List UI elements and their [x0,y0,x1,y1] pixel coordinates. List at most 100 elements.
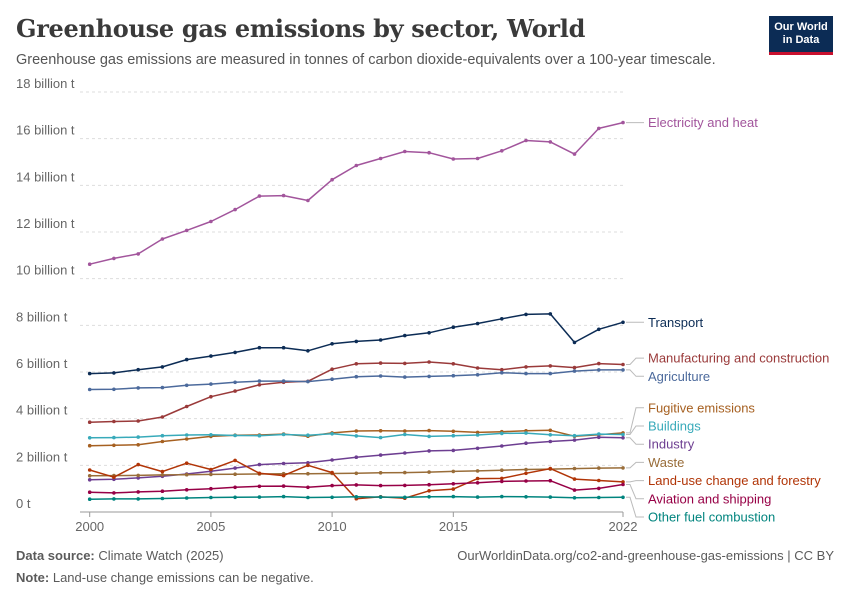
data-point [160,473,165,477]
data-point [378,338,383,342]
data-point [184,404,189,409]
data-point [475,469,480,473]
data-point [475,156,480,161]
series-fugitive-emissions [87,428,625,448]
data-point [184,228,189,233]
data-point [209,486,213,491]
data-point [451,469,456,474]
x-tick-label: 2000 [75,519,104,534]
data-point [427,360,431,364]
data-point [378,374,383,378]
data-point [330,342,334,346]
data-point [257,194,262,198]
data-point [112,419,116,424]
data-point [524,138,528,143]
series-transport [87,312,625,376]
data-point [378,471,383,475]
series-electricity-and-heat [87,120,625,267]
data-point [597,478,601,483]
data-point [427,495,431,499]
data-point [257,484,262,489]
data-point [281,379,286,383]
label-connector [626,437,644,445]
data-point [87,262,92,267]
owid-logo[interactable]: Our World in Data [769,16,833,55]
data-source-link[interactable]: Climate Watch (2025) [98,548,224,563]
data-point [112,475,116,480]
data-point [87,443,92,448]
data-point [112,256,116,261]
data-point [403,451,407,455]
data-point [524,371,528,376]
data-point [500,494,504,499]
data-point [257,383,262,387]
data-point [451,482,456,486]
data-point [281,461,286,466]
data-point [87,497,92,502]
data-point [184,437,189,441]
series-manufacturing-and-construction [87,360,625,425]
data-point [548,140,553,144]
data-point [572,477,577,481]
data-point [597,435,601,440]
note-label: Note: [16,570,50,585]
y-tick-label: 16 billion t [16,123,75,138]
data-point [281,345,286,350]
data-point [475,430,480,435]
data-point [572,340,577,345]
data-point [475,481,480,485]
data-point [572,369,577,373]
data-point [378,495,383,499]
logo-line-2: in Data [782,34,820,46]
data-point [184,488,189,492]
data-point [354,495,359,499]
legend-label: Electricity and heat [648,115,758,130]
data-point [500,431,504,436]
data-point [597,495,601,500]
data-point [330,177,334,182]
data-point [500,367,504,372]
data-point [87,490,92,495]
data-point [136,386,140,390]
data-point [378,156,383,161]
data-point [548,433,553,437]
data-point [451,448,456,453]
data-point [184,496,189,500]
chart-note: Note: Land-use change emissions can be n… [16,570,314,585]
data-point [621,362,625,367]
data-point [524,479,528,483]
label-connector [626,425,644,435]
data-point [427,150,431,155]
data-point [136,490,140,494]
legend-label: Land-use change and forestry [648,473,821,488]
series-agriculture [87,368,625,392]
data-point [136,476,140,480]
data-point [524,431,528,435]
data-point [330,483,334,488]
data-point [257,495,262,499]
label-connector [626,484,644,500]
data-point [330,432,334,436]
data-point [233,472,237,477]
data-point [330,367,334,372]
data-point [451,157,456,161]
data-point [209,467,213,472]
series-line [89,459,624,500]
data-point [451,429,456,434]
data-point [427,449,431,453]
data-point [160,489,165,494]
data-point [500,149,504,153]
data-point [306,471,310,476]
data-point [160,433,165,438]
source-url-link[interactable]: OurWorldinData.org/co2-and-greenhouse-ga… [457,548,834,563]
data-point [160,415,165,419]
series-line [89,369,623,391]
note-text: Land-use change emissions can be negativ… [52,570,314,585]
data-point [548,371,553,376]
label-connector [626,480,644,483]
data-point [257,345,262,350]
data-point [524,467,528,472]
data-point [136,443,140,447]
data-point [572,365,577,370]
y-tick-label: 10 billion t [16,263,75,278]
